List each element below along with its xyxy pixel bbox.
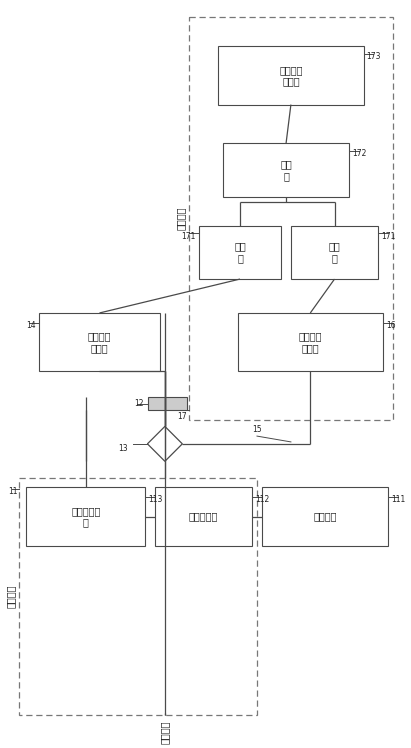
Text: 第一光电
转换器: 第一光电 转换器 bbox=[88, 331, 111, 353]
Text: 112: 112 bbox=[255, 495, 269, 504]
Text: 172: 172 bbox=[352, 149, 366, 158]
Bar bbox=[148, 397, 187, 410]
Text: 173: 173 bbox=[367, 52, 381, 61]
Text: 调制模块: 调制模块 bbox=[6, 585, 16, 608]
Bar bbox=[218, 46, 364, 105]
Text: 12: 12 bbox=[134, 399, 143, 408]
Text: 113: 113 bbox=[148, 495, 163, 504]
Text: 11: 11 bbox=[8, 488, 18, 497]
Bar bbox=[19, 478, 257, 715]
Text: 调制模块: 调制模块 bbox=[175, 206, 185, 230]
Text: 回转
器: 回转 器 bbox=[234, 242, 246, 263]
Text: 16: 16 bbox=[386, 321, 395, 330]
Bar bbox=[189, 17, 393, 420]
Text: 全息图单元: 全息图单元 bbox=[189, 512, 218, 521]
Text: 第二光电
转换器: 第二光电 转换器 bbox=[298, 331, 322, 353]
Text: 回转
器: 回转 器 bbox=[329, 242, 340, 263]
Text: 除法
器: 除法 器 bbox=[280, 159, 292, 181]
Text: 包斯光束: 包斯光束 bbox=[160, 720, 170, 744]
Text: 111: 111 bbox=[391, 495, 405, 504]
Bar bbox=[26, 488, 145, 545]
Bar bbox=[238, 313, 383, 371]
Bar bbox=[39, 313, 160, 371]
Bar bbox=[223, 144, 349, 197]
Bar bbox=[199, 226, 281, 279]
Text: 17: 17 bbox=[178, 412, 187, 421]
Bar bbox=[155, 488, 252, 545]
Text: 编码单元: 编码单元 bbox=[313, 512, 337, 521]
Polygon shape bbox=[148, 426, 182, 462]
Bar bbox=[291, 226, 378, 279]
Text: 14: 14 bbox=[26, 321, 36, 330]
Text: 171: 171 bbox=[381, 232, 395, 241]
Text: 空间光调制
路: 空间光调制 路 bbox=[71, 506, 101, 527]
Text: 15: 15 bbox=[252, 425, 262, 434]
Bar bbox=[262, 488, 388, 545]
Text: 13: 13 bbox=[118, 444, 128, 453]
Text: 第一信号
测量器: 第一信号 测量器 bbox=[279, 64, 302, 86]
Text: 171: 171 bbox=[182, 232, 196, 241]
